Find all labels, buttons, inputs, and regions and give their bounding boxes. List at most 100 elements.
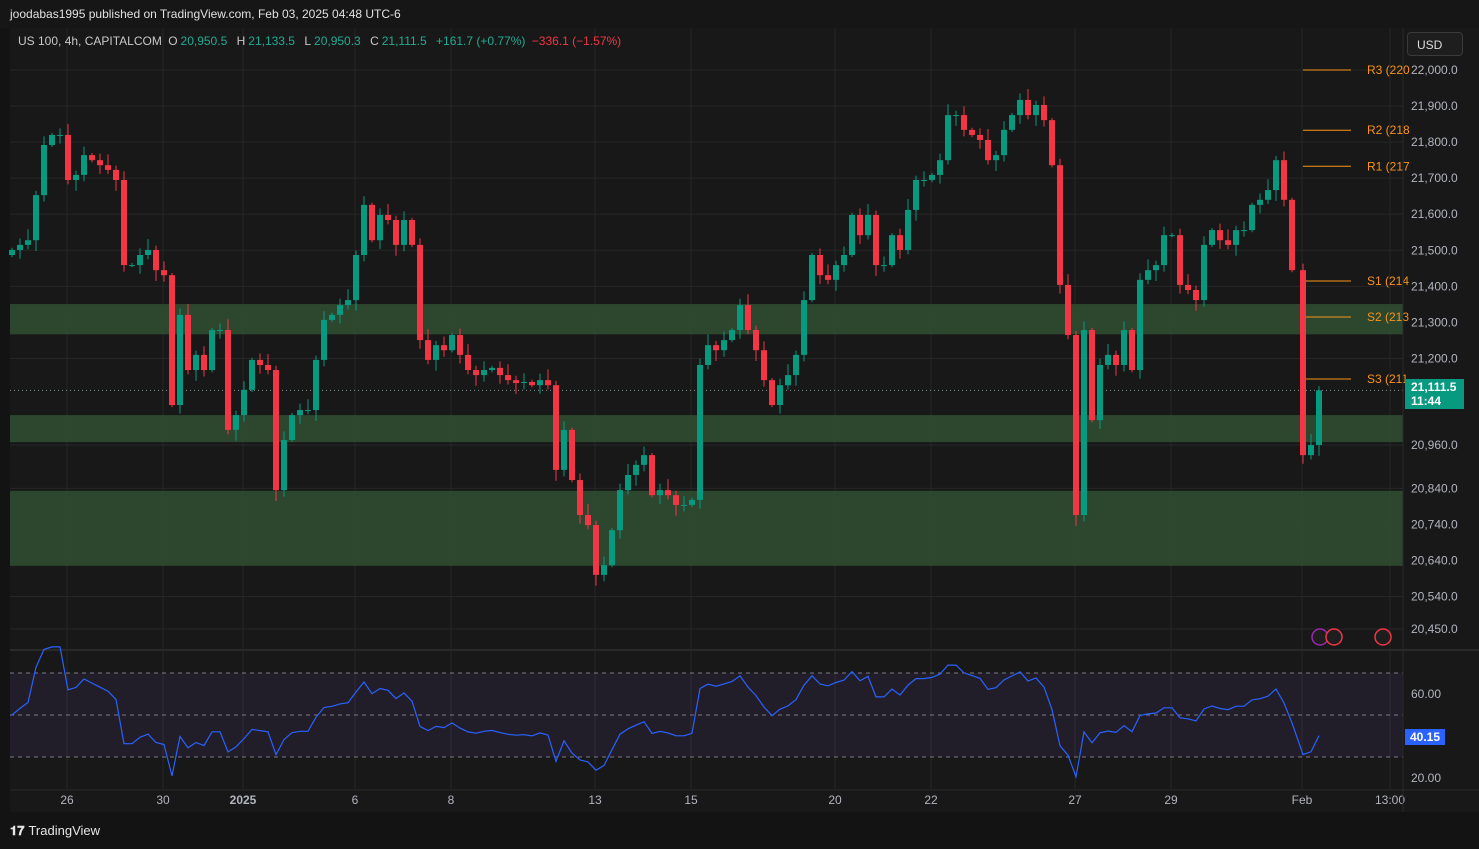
- candle-body: [73, 174, 79, 180]
- candle: [361, 196, 367, 262]
- last-price-label: 21,111.5 11:44: [1405, 379, 1464, 409]
- candle: [1153, 260, 1159, 281]
- symbol-name[interactable]: US 100, 4h, CAPITALCOM: [18, 34, 162, 48]
- candle-body: [833, 265, 839, 280]
- rsi-tick-label: 20.00: [1411, 771, 1441, 785]
- candle-body: [49, 134, 55, 146]
- pivot-label: R2 (218: [1367, 123, 1410, 137]
- candle: [833, 260, 839, 291]
- candle: [25, 229, 31, 250]
- candle-body: [897, 235, 903, 250]
- candle: [489, 365, 495, 373]
- candle-body: [649, 455, 655, 496]
- rsi-line: [11, 646, 1320, 779]
- candle-body: [1113, 354, 1119, 365]
- candle: [1289, 197, 1295, 273]
- candle-body: [169, 275, 175, 406]
- candle-body: [857, 214, 863, 236]
- candle: [785, 364, 791, 390]
- candle: [49, 132, 55, 148]
- time-tick-label: 27: [1068, 793, 1082, 807]
- candle: [545, 369, 551, 390]
- candle: [297, 403, 303, 424]
- candle: [1097, 358, 1103, 429]
- candle: [777, 378, 783, 414]
- candle-body: [785, 375, 791, 386]
- candle-body: [257, 359, 263, 365]
- candle-body: [233, 415, 239, 430]
- tradingview-logo-icon[interactable]: 𝟏𝟕: [10, 823, 25, 838]
- candle: [353, 250, 359, 311]
- candle-body: [753, 330, 759, 351]
- candle-body: [841, 254, 847, 266]
- candle-body: [777, 385, 783, 406]
- candle: [905, 199, 911, 255]
- candle: [913, 175, 919, 221]
- candle-body: [1289, 199, 1295, 271]
- candle-body: [641, 455, 647, 465]
- candle: [713, 340, 719, 362]
- candle-body: [217, 330, 223, 332]
- candle: [1065, 274, 1071, 340]
- candle: [953, 110, 959, 126]
- candle-body: [457, 335, 463, 355]
- footer: 𝟏𝟕 TradingView: [0, 815, 1479, 849]
- candle-body: [1241, 230, 1247, 232]
- candle-body: [249, 359, 255, 390]
- time-tick-label: 13: [588, 793, 602, 807]
- candle: [809, 252, 815, 303]
- candle-body: [873, 214, 879, 266]
- candle: [961, 106, 967, 137]
- publish-text: joodabas1995 published on TradingView.co…: [10, 7, 401, 21]
- candle-body: [1097, 364, 1103, 421]
- candle: [985, 129, 991, 165]
- candle-body: [81, 155, 87, 175]
- candle: [617, 483, 623, 539]
- candle: [265, 354, 271, 375]
- candle-body: [1041, 104, 1047, 121]
- candle: [1041, 96, 1047, 127]
- candle-body: [1249, 204, 1255, 231]
- candle-body: [433, 345, 439, 360]
- candle-body: [865, 214, 871, 236]
- time-tick-label: 6: [352, 793, 359, 807]
- candle-body: [353, 254, 359, 301]
- candle: [113, 165, 119, 191]
- candle-body: [1017, 99, 1023, 116]
- candle: [65, 124, 71, 185]
- candle-body: [1209, 230, 1215, 245]
- price-tick-label: 22,000.0: [1411, 63, 1458, 77]
- candle: [857, 208, 863, 244]
- candle-body: [25, 240, 31, 245]
- candle-body: [769, 380, 775, 406]
- candle: [409, 217, 415, 248]
- candle: [529, 379, 535, 388]
- candle: [521, 373, 527, 390]
- brand-name[interactable]: TradingView: [28, 823, 101, 838]
- publish-header: joodabas1995 published on TradingView.co…: [0, 0, 1479, 28]
- candle-body: [673, 495, 679, 505]
- candle: [1105, 344, 1111, 370]
- candle-body: [617, 490, 623, 531]
- candle-body: [17, 244, 23, 250]
- candle: [313, 355, 319, 421]
- time-tick-label: 26: [60, 793, 74, 807]
- candle-body: [689, 499, 695, 505]
- candle: [1257, 193, 1263, 214]
- candle: [1316, 386, 1322, 456]
- candle-body: [1185, 284, 1191, 290]
- candle: [1300, 263, 1306, 464]
- candle: [177, 308, 183, 414]
- candle-body: [697, 364, 703, 500]
- candle-body: [1316, 390, 1322, 446]
- currency-button[interactable]: USD: [1407, 32, 1463, 56]
- candle-body: [1121, 330, 1127, 365]
- candle: [41, 136, 47, 202]
- price-tick-label: 21,600.0: [1411, 207, 1458, 221]
- candle: [657, 483, 663, 504]
- candle: [1129, 327, 1135, 373]
- rsi-tick-label: 60.00: [1411, 687, 1441, 701]
- candle: [537, 373, 543, 394]
- candle: [977, 128, 983, 149]
